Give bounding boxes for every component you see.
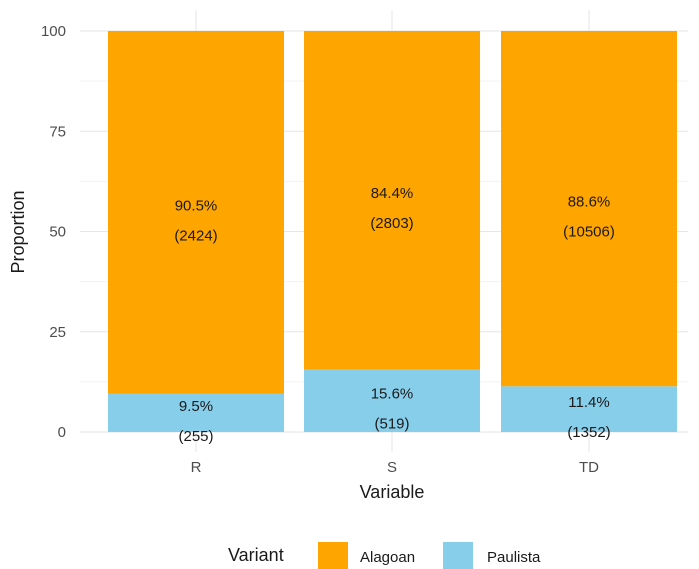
y-tick-label: 0 [58,424,66,441]
legend-swatch-alagoan [318,542,348,569]
bar-segment-paulista-r [108,393,284,432]
bar-percent-label: 84.4% [371,185,414,202]
bar-segment-paulista-td [501,386,677,432]
bar-percent-label: 15.6% [371,386,414,403]
legend-swatch-paulista [443,542,473,569]
y-tick-label: 100 [41,23,66,40]
y-tick-label: 25 [49,324,66,341]
bar-percent-label: 11.4% [568,394,609,411]
legend: Variant Alagoan Paulista [228,542,541,569]
bar-segment-paulista-s [304,369,480,432]
bar-percent-label: 90.5% [175,197,218,214]
y-tick-label: 50 [49,224,66,241]
bar-count-label: (255) [178,428,213,445]
bar-count-label: (519) [374,416,409,433]
bar-percent-label: 88.6% [568,194,611,211]
bar-segment-alagoan-td [501,31,677,387]
bar-segment-alagoan-r [108,31,284,394]
x-tick-label: TD [579,459,599,476]
legend-label-paulista: Paulista [487,549,541,566]
bar-count-label: (2424) [174,227,217,244]
y-axis-title: Proportion [8,190,28,273]
y-tick-label: 75 [49,123,66,140]
x-axis-title: Variable [360,482,425,502]
legend-title: Variant [228,545,284,565]
y-axis-ticks: 0 25 50 75 100 [41,23,66,441]
bar-count-label: (1352) [567,424,610,441]
bar-labels: 9.5% (255) 90.5% (2424) 15.6% (519) 84.4% (2803… [174,185,615,445]
bars [108,31,677,432]
bar-count-label: (2803) [370,215,413,232]
x-tick-label: S [387,459,397,476]
legend-label-alagoan: Alagoan [360,549,415,566]
x-tick-label: R [191,459,202,476]
bar-percent-label: 9.5% [179,398,213,415]
x-axis-ticks: R S TD [191,459,600,476]
bar-segment-alagoan-s [304,31,480,370]
bar-count-label: (10506) [563,224,615,241]
